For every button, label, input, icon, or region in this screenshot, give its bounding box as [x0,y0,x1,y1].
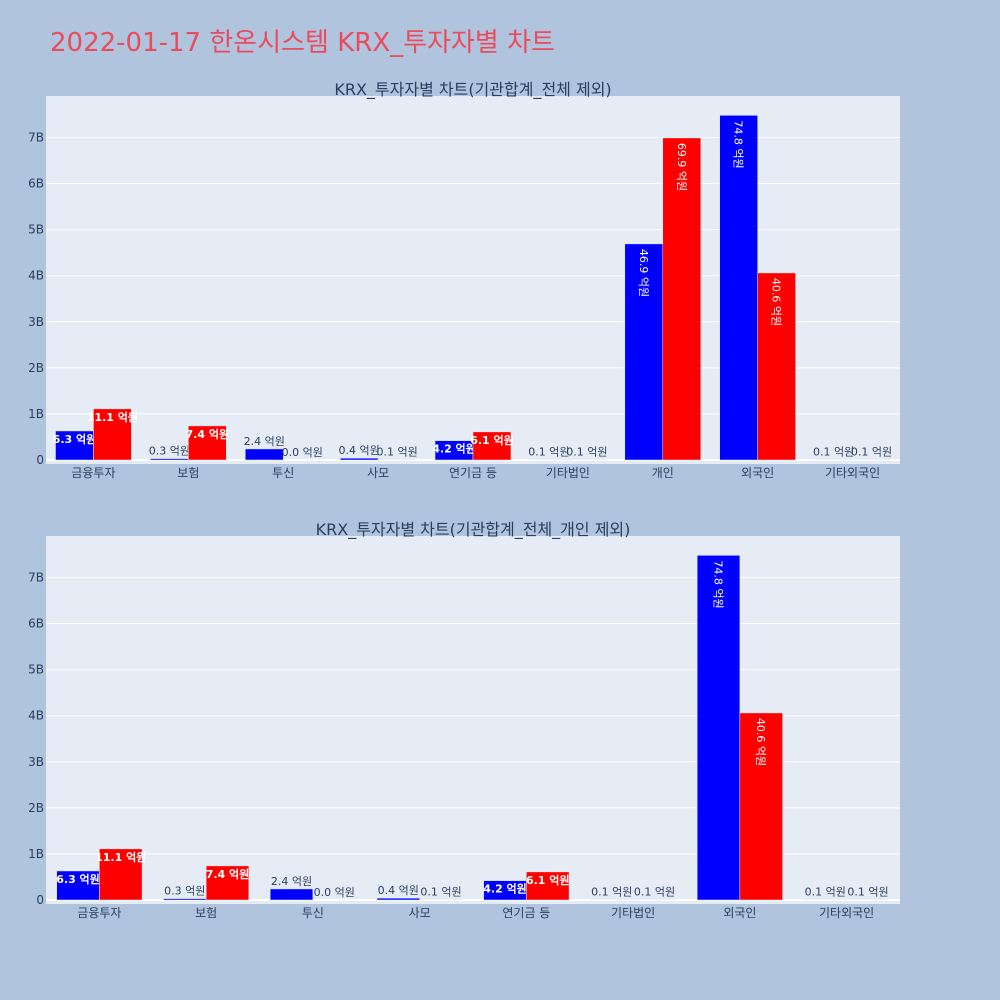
bar [99,848,143,901]
data-label: 11.1 억원 [87,410,138,424]
bar [739,712,783,901]
bar [696,555,741,901]
bar [376,897,420,901]
bar [188,425,227,461]
y-tick-label: 5B [28,663,44,677]
y-tick-label: 4B [28,709,44,723]
y-tick-label: 7B [28,130,44,144]
data-label: 4.2 억원 [483,882,527,896]
x-tick-label: 기타법인 [611,906,655,920]
bar [757,272,796,461]
x-tick-label: 금융투자 [71,466,115,480]
data-label: 6.3 억원 [56,872,100,886]
data-label: 40.6 억원 [770,278,783,326]
bar [269,888,314,901]
y-tick-label: 2B [28,801,44,815]
data-label: 69.9 억원 [675,143,688,191]
chart-title: KRX_투자자별 차트(기관합계_전체_개인 제외) [316,520,631,540]
data-label: 6.1 억원 [526,873,570,887]
data-label: 6.1 억원 [470,433,514,447]
bar [719,115,758,461]
data-label: 0.4 억원 [339,444,380,457]
x-tick-label: 외국인 [723,906,756,920]
x-tick-label: 사모 [409,906,431,920]
data-label: 0.3 억원 [149,445,190,458]
x-tick-label: 외국인 [741,466,774,480]
chart-title: KRX_투자자별 차트(기관합계_전체 제외) [334,80,611,100]
data-label: 46.9 억원 [637,249,650,297]
x-tick-label: 연기금 등 [502,906,550,920]
data-label: 0.1 억원 [420,886,461,899]
bar [624,243,664,461]
data-label: 7.4 억원 [206,867,250,881]
y-tick-label: 1B [28,847,44,861]
y-tick-label: 6B [28,617,44,631]
x-tick-label: 연기금 등 [449,466,497,480]
page-title: 2022-01-17 한온시스템 KRX_투자자별 차트 [50,28,555,58]
bar [93,408,132,461]
data-label: 2.4 억원 [244,435,285,448]
data-label: 0.1 억원 [805,886,846,899]
x-tick-label: 보험 [177,466,199,480]
y-tick-label: 3B [28,755,44,769]
bar [526,871,570,901]
data-label: 11.1 억원 [95,850,146,864]
y-tick-label: 4B [28,269,44,283]
data-label: 0.1 억원 [591,886,632,899]
x-tick-label: 투신 [302,906,324,920]
data-label: 74.8 억원 [732,120,745,168]
data-label: 0.1 억원 [528,446,569,459]
data-label: 74.8 억원 [712,560,725,608]
x-tick-label: 금융투자 [77,906,121,920]
bar [55,430,94,461]
x-tick-label: 보험 [195,906,217,920]
bar [56,870,100,901]
data-label: 0.1 억원 [376,446,417,459]
data-label: 2.4 억원 [271,875,312,888]
x-tick-label: 기타외국인 [825,466,880,480]
data-label: 0.1 억원 [851,446,892,459]
x-tick-label: 사모 [367,466,389,480]
bar [245,448,284,461]
y-tick-label: 6B [28,177,44,191]
y-tick-label: 0 [36,453,44,467]
data-label: 0.1 억원 [847,886,888,899]
data-label: 7.4 억원 [186,427,230,441]
data-label: 0.1 억원 [634,886,675,899]
bar [339,457,379,461]
bar [662,137,701,461]
data-label: 0.1 억원 [813,446,854,459]
chart-top: KRX_투자자별 차트(기관합계_전체 제외) 0 1B 2B 3B 4B 5B 6B 7B 금융… [28,80,900,480]
x-tick-label: 기타외국인 [819,906,874,920]
data-label: 4.2 억원 [432,442,476,456]
data-label: 6.3 억원 [53,432,97,446]
y-tick-label: 0 [36,893,44,907]
data-label: 0.0 억원 [314,886,355,899]
chart-bottom: KRX_투자자별 차트(기관합계_전체_개인 제외) 0 1B 2B 3B 4B 5B 6B 7… [28,520,900,920]
data-label: 40.6 억원 [754,718,767,766]
x-tick-label: 개인 [652,466,674,480]
y-tick-label: 5B [28,223,44,237]
x-tick-label: 기타법인 [546,466,590,480]
data-label: 0.0 억원 [282,446,323,459]
data-label: 0.3 억원 [164,885,205,898]
bar [205,865,250,901]
y-tick-label: 1B [28,407,44,421]
data-label: 0.1 억원 [566,446,607,459]
y-tick-label: 3B [28,315,44,329]
bar [163,898,207,901]
x-tick-label: 투신 [272,466,294,480]
y-tick-label: 2B [28,361,44,375]
data-label: 0.4 억원 [378,884,419,897]
y-tick-label: 7B [28,570,44,584]
bar [472,431,512,461]
